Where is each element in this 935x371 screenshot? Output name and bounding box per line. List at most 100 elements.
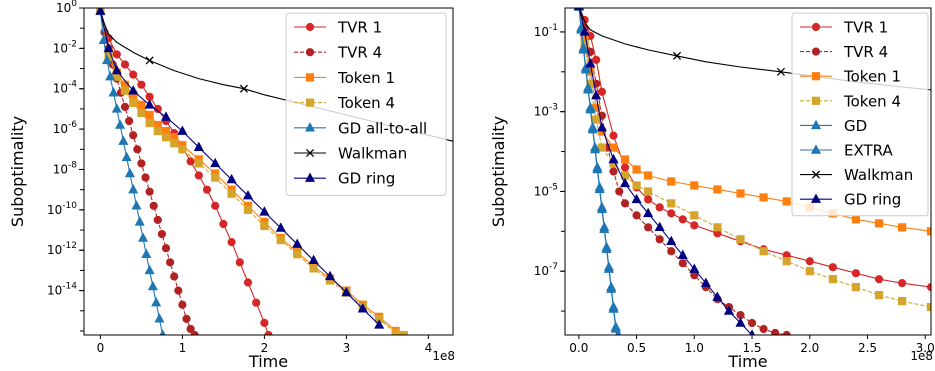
- data-point: [713, 223, 722, 232]
- legend-item: Walkman: [800, 166, 913, 184]
- data-point: [782, 197, 791, 206]
- data-point: [182, 314, 191, 323]
- data-point: [654, 221, 665, 232]
- legend-marker: [810, 119, 822, 130]
- x-tick-label: 4: [425, 341, 433, 355]
- data-point: [596, 121, 607, 132]
- data-point: [601, 243, 612, 253]
- x-tick-label: 2.5: [858, 341, 877, 355]
- data-point: [161, 244, 171, 253]
- data-point: [137, 108, 146, 118]
- data-point: [145, 187, 154, 196]
- legend-marker: [811, 47, 821, 56]
- data-point: [805, 257, 814, 266]
- legend-marker: [810, 193, 822, 203]
- y-tick-label: 10-7: [534, 262, 558, 278]
- data-point: [579, 26, 590, 36]
- data-point: [712, 291, 723, 301]
- data-point: [583, 84, 594, 94]
- series-line: [99, 10, 270, 335]
- data-point: [309, 264, 318, 273]
- data-point: [120, 86, 130, 95]
- data-point: [632, 181, 641, 190]
- data-point: [597, 143, 607, 152]
- data-point: [667, 177, 676, 186]
- data-point: [735, 317, 746, 327]
- data-point: [644, 171, 653, 180]
- legend-item: TVR 1: [294, 19, 382, 37]
- data-point: [120, 102, 130, 112]
- data-point: [308, 254, 319, 265]
- data-point: [591, 90, 602, 100]
- data-point: [666, 235, 677, 245]
- data-point: [98, 34, 109, 44]
- data-point: [111, 64, 122, 75]
- data-point: [631, 193, 642, 204]
- y-tick-label: 10-4: [53, 80, 78, 96]
- data-point: [149, 201, 158, 210]
- data-point: [603, 263, 614, 273]
- data-point: [608, 153, 619, 164]
- legend-item: Walkman: [294, 145, 407, 163]
- data-point: [242, 190, 254, 200]
- legend-item: GD: [800, 117, 867, 135]
- series-tvr-4: [575, 8, 791, 335]
- axes-frame: [83, 7, 454, 336]
- data-point: [145, 118, 154, 128]
- data-point: [133, 145, 142, 154]
- legend-marker: [304, 122, 316, 132]
- data-point: [141, 173, 150, 182]
- x-tick-label: 1.0: [685, 341, 704, 355]
- legend-marker: [305, 73, 315, 82]
- data-point: [667, 247, 676, 256]
- data-point: [620, 177, 631, 188]
- legend-marker: [810, 144, 822, 154]
- data-point: [580, 64, 591, 74]
- legend: TVR 1 TVR 4 Token 1 Token 4 GD EXTRA Walkman GD…: [791, 12, 929, 217]
- data-point: [592, 115, 601, 124]
- data-point: [137, 80, 146, 89]
- data-point: [141, 248, 152, 258]
- data-point: [131, 200, 142, 210]
- data-point: [620, 163, 630, 172]
- data-point: [276, 236, 285, 245]
- data-point: [211, 201, 220, 210]
- data-point: [615, 187, 624, 196]
- legend-marker: [811, 72, 821, 81]
- data-point: [632, 211, 641, 220]
- legend-label: TVR 4: [843, 43, 888, 61]
- x-tick-label: 2.0: [800, 341, 819, 355]
- data-point: [690, 181, 699, 190]
- x-tick-label: 3.0: [916, 341, 935, 355]
- y-axis-label: Suboptimality: [489, 116, 508, 227]
- data-point: [129, 98, 138, 107]
- data-point: [677, 249, 688, 259]
- series-gd-ring: [573, 8, 756, 335]
- data-point: [585, 58, 596, 68]
- x-axis-label: Time: [248, 352, 288, 371]
- data-point: [690, 211, 699, 220]
- data-point: [186, 324, 195, 334]
- data-point: [759, 193, 768, 202]
- data-point: [239, 84, 248, 93]
- legend-marker: [305, 98, 315, 107]
- data-point: [144, 264, 155, 275]
- data-point: [689, 263, 700, 273]
- data-point: [226, 173, 237, 184]
- legend-item: GD ring: [800, 191, 901, 209]
- series-gd-all-to-all: [95, 8, 166, 335]
- data-point: [153, 127, 162, 136]
- data-point: [115, 119, 126, 129]
- legend-box: [285, 12, 447, 196]
- x-tick-label: 0: [97, 341, 105, 355]
- plot-area: [573, 8, 931, 335]
- data-point: [137, 100, 146, 109]
- y-tick-label: 10-3: [534, 103, 558, 119]
- data-point: [154, 313, 165, 323]
- data-point: [851, 215, 861, 224]
- data-point: [898, 279, 907, 288]
- x-scale-label: 1e8: [910, 349, 933, 363]
- data-point: [594, 183, 605, 194]
- legend-item: GD ring: [294, 170, 395, 188]
- data-point: [260, 221, 269, 231]
